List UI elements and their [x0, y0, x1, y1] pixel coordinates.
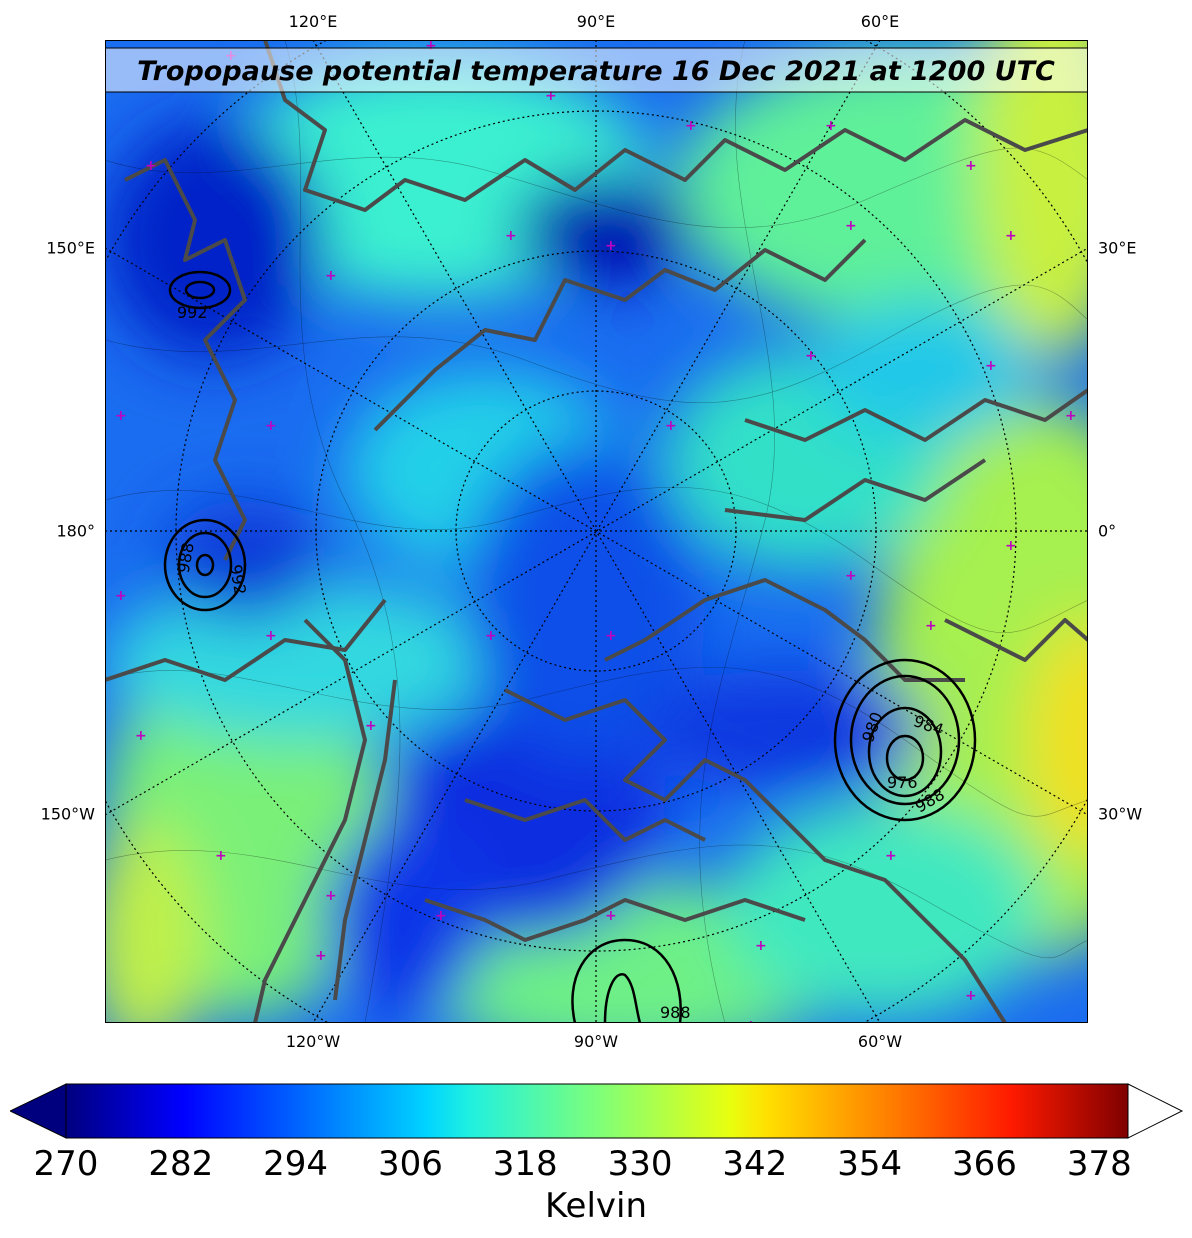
colorbar-label: Kelvin: [544, 1186, 648, 1226]
lon-label-left-150e: 150°E: [46, 238, 95, 258]
lon-label-bottom-90w: 90°W: [573, 1032, 619, 1051]
svg-text:+: +: [145, 158, 157, 174]
lon-label-top-90e: 90°E: [576, 12, 616, 31]
lon-label-top-120e: 120°E: [288, 12, 338, 31]
pressure-contours: [163, 270, 977, 1023]
svg-text:+: +: [605, 628, 617, 644]
svg-text:+: +: [845, 218, 857, 234]
svg-text:+: +: [265, 418, 277, 434]
svg-text:+: +: [605, 238, 617, 254]
svg-text:+: +: [325, 268, 337, 284]
svg-text:+: +: [425, 40, 437, 54]
svg-text:+: +: [985, 358, 997, 374]
colorbar-tick-label: 378: [1066, 1144, 1132, 1184]
svg-text:+: +: [505, 228, 517, 244]
svg-text:+: +: [545, 88, 557, 104]
map-frame: [105, 40, 1088, 1023]
svg-text:+: +: [265, 628, 277, 644]
svg-text:+: +: [755, 938, 767, 954]
lon-label-right-0: 0°: [1098, 521, 1117, 541]
graticule: [105, 40, 1088, 1023]
svg-text:+: +: [925, 618, 937, 634]
title-banner: [105, 47, 1088, 93]
svg-text:+: +: [315, 948, 327, 964]
svg-text:+: +: [215, 848, 227, 864]
colorbar-tick-label: 366: [952, 1144, 1017, 1184]
colorbar-tick-label: 318: [492, 1144, 558, 1184]
coastlines: [105, 40, 1088, 1023]
svg-text:+: +: [1005, 538, 1017, 554]
lon-label-bottom-120w: 120°W: [285, 1032, 341, 1051]
svg-text:+: +: [435, 908, 447, 924]
lon-label-right-30e: 30°E: [1098, 238, 1137, 258]
colorbar-tick-label: 294: [263, 1144, 329, 1184]
svg-text:+: +: [885, 848, 897, 864]
lon-label-bottom-60w: 60°W: [857, 1032, 903, 1051]
colorbar-gradient: [65, 1083, 1129, 1139]
svg-text:+: +: [745, 1018, 757, 1023]
colorbar-tick-label: 306: [377, 1144, 443, 1184]
svg-text:+: +: [325, 888, 337, 904]
svg-text:+: +: [805, 348, 817, 364]
svg-text:+: +: [685, 118, 697, 134]
tropopause-map: ++ + ++ + ++ + ++ + + + + ++ + + + + ++ + ++ + ++ + …: [105, 40, 1088, 1023]
isentrope-contours: [105, 40, 1088, 1023]
svg-text:+: +: [605, 908, 617, 924]
colorbar-extend-low: [10, 1083, 67, 1139]
contour-label: 988: [660, 1003, 691, 1022]
lon-label-left-150w: 150°W: [40, 804, 95, 824]
colorbar-tick-label: 342: [722, 1144, 788, 1184]
colorbar-extend-high: [1127, 1083, 1184, 1139]
colorbar: [10, 1083, 1184, 1139]
svg-text:+: +: [135, 728, 147, 744]
lon-label-left-180: 180°: [56, 521, 95, 541]
contour-label: 992: [177, 303, 208, 322]
lon-label-top-60e: 60°E: [860, 12, 900, 31]
colorbar-tick-label: 270: [33, 1144, 99, 1184]
colorbar-tick-label: 354: [837, 1144, 903, 1184]
lon-label-right-30w: 30°W: [1098, 804, 1143, 824]
svg-text:+: +: [115, 408, 127, 424]
colorbar-tick-label: 330: [607, 1144, 673, 1184]
svg-text:+: +: [485, 628, 497, 644]
svg-text:+: +: [845, 568, 857, 584]
svg-text:+: +: [665, 418, 677, 434]
svg-text:+: +: [825, 118, 837, 134]
svg-text:+: +: [1005, 228, 1017, 244]
svg-text:+: +: [1065, 408, 1077, 424]
svg-text:+: +: [115, 588, 127, 604]
contour-label: 976: [887, 773, 918, 792]
svg-text:+: +: [965, 988, 977, 1004]
svg-text:+: +: [965, 158, 977, 174]
colorbar-tick-label: 282: [148, 1144, 214, 1184]
station-markers: ++ + ++ + ++ + ++ + + + + ++ + + + + ++ + ++ + ++ + …: [115, 40, 1077, 1023]
map-title: Tropopause potential temperature 16 Dec …: [137, 56, 1055, 87]
svg-text:+: +: [365, 718, 377, 734]
